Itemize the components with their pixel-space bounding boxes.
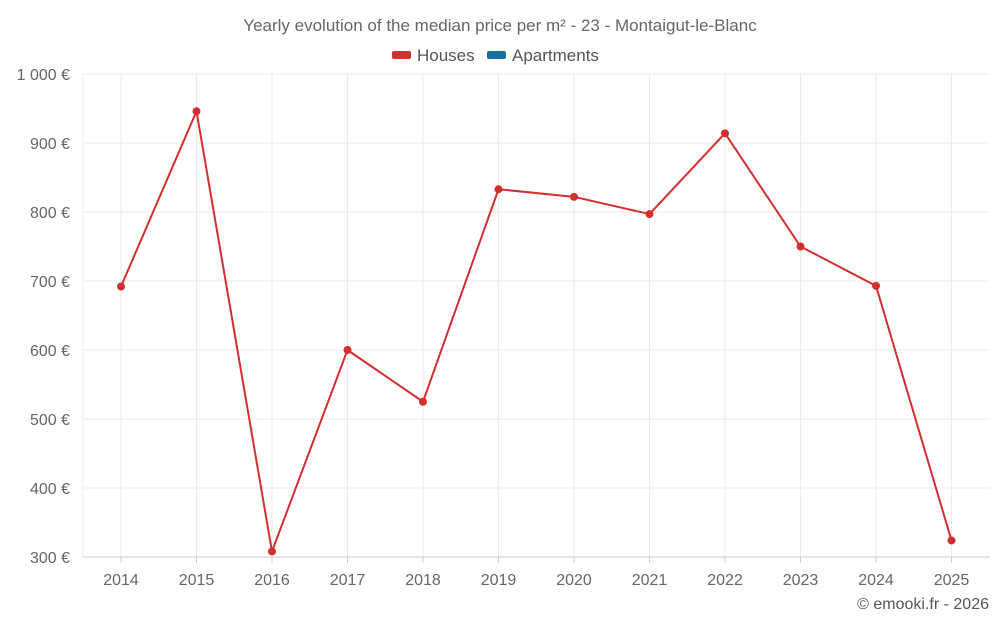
- legend-item-apartments[interactable]: Apartments: [487, 46, 599, 65]
- y-tick-label: 800 €: [30, 205, 70, 222]
- data-point[interactable]: [419, 397, 427, 406]
- x-tick-label: 2017: [330, 572, 366, 589]
- x-tick-label: 2018: [405, 572, 441, 589]
- series-line: [120, 110, 953, 553]
- legend-item-houses[interactable]: Houses: [392, 46, 475, 65]
- data-point[interactable]: [721, 129, 729, 138]
- x-tick-label: 2014: [103, 572, 139, 589]
- y-tick-label: 1 000 €: [17, 67, 70, 84]
- x-tick-label: 2023: [783, 572, 819, 589]
- legend-label-apartments: Apartments: [512, 46, 599, 65]
- x-tick-label: 2024: [858, 572, 894, 589]
- legend-swatch-houses: [392, 51, 411, 59]
- legend-label-houses: Houses: [417, 46, 475, 65]
- y-tick-label: 400 €: [30, 481, 70, 498]
- data-point[interactable]: [796, 242, 805, 251]
- chart-title: Yearly evolution of the median price per…: [243, 16, 757, 35]
- data-point[interactable]: [645, 210, 654, 219]
- data-point[interactable]: [192, 107, 201, 116]
- series-houses: [117, 107, 956, 556]
- data-point[interactable]: [872, 281, 880, 290]
- y-tick-label: 700 €: [30, 274, 70, 291]
- x-tick-label: 2015: [179, 572, 215, 589]
- legend-swatch-apartments: [487, 51, 506, 59]
- data-point[interactable]: [494, 185, 503, 194]
- legend: Houses Apartments: [392, 46, 599, 65]
- x-tick-label: 2021: [632, 572, 668, 589]
- y-tick-label: 900 €: [30, 136, 70, 153]
- data-point[interactable]: [268, 547, 276, 556]
- x-tick-label: 2022: [707, 572, 743, 589]
- data-point[interactable]: [570, 192, 578, 201]
- data-point[interactable]: [947, 536, 956, 545]
- x-tick-label: 2025: [934, 572, 970, 589]
- y-tick-label: 500 €: [30, 412, 70, 429]
- credit: © emooki.fr - 2026: [857, 596, 989, 613]
- data-point[interactable]: [117, 282, 125, 291]
- x-tick-label: 2019: [481, 572, 517, 589]
- axes: 300 € 400 € 500 € 600 € 700 € 800 € 900 € 1 000…: [17, 67, 990, 589]
- grid: [83, 73, 990, 557]
- data-point[interactable]: [343, 346, 352, 354]
- y-tick-label: 600 €: [30, 343, 70, 360]
- x-tick-label: 2020: [556, 572, 592, 589]
- y-tick-label: 300 €: [30, 550, 70, 567]
- x-tick-label: 2016: [254, 572, 290, 589]
